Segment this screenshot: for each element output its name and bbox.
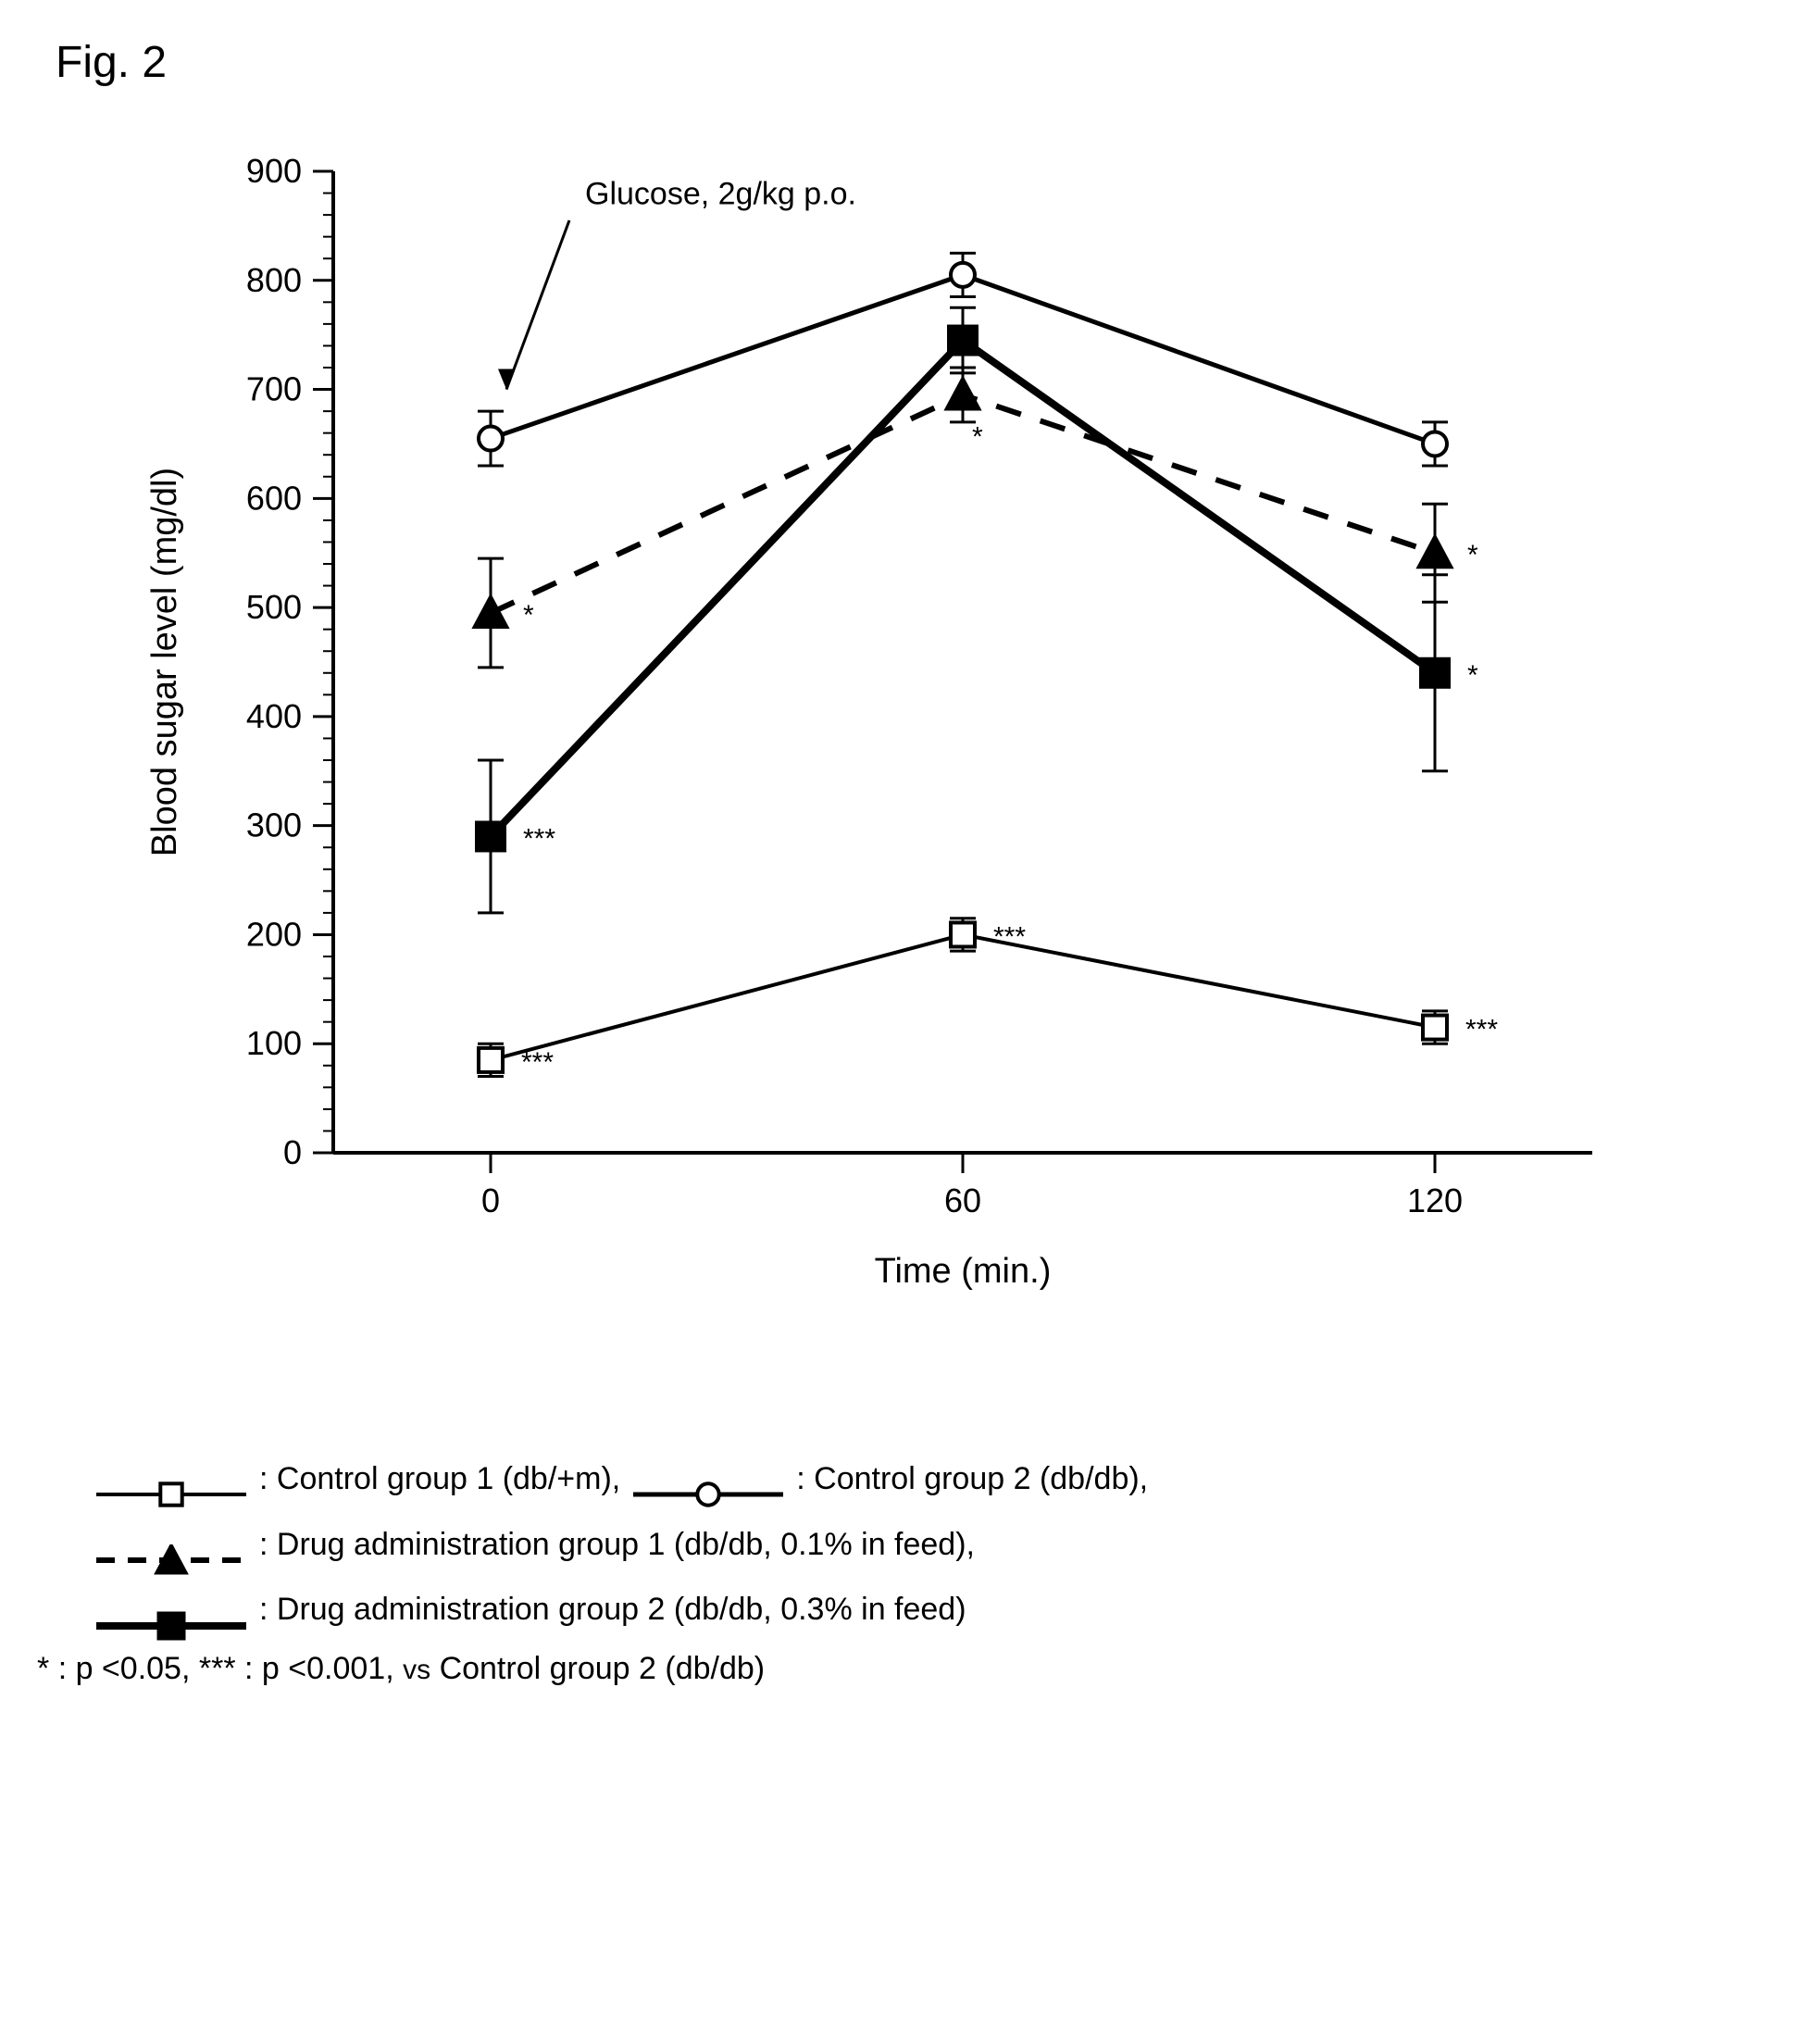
legend-row: : Control group 1 (db/+m), : Control gro… <box>93 1449 1783 1509</box>
svg-text:***: *** <box>523 823 555 854</box>
svg-text:*: * <box>523 600 534 631</box>
chart-container: 0 100 200 300 400 500 600 700 800 900 0 60 120 Time (… <box>93 116 1666 1412</box>
footnote-p05: : p <0.05, <box>58 1651 199 1686</box>
legend-swatch-control2 <box>630 1463 787 1494</box>
legend-label-drug1: : Drug administration group 1 (db/db, 0.… <box>259 1515 975 1575</box>
legend-label-control1: : Control group 1 (db/+m), <box>259 1449 620 1509</box>
footnote-p001: : p <0.001, <box>244 1651 403 1686</box>
legend-swatch-drug2 <box>93 1594 250 1625</box>
svg-text:100: 100 <box>246 1024 302 1062</box>
legend-label-drug2: : Drug administration group 2 (db/db, 0.… <box>259 1580 966 1640</box>
svg-text:60: 60 <box>944 1181 981 1219</box>
svg-text:900: 900 <box>246 152 302 190</box>
svg-text:700: 700 <box>246 370 302 408</box>
footnote-star1: * <box>37 1651 49 1686</box>
legend-row: : Drug administration group 2 (db/db, 0.… <box>93 1580 1783 1640</box>
legend-label-control2: : Control group 2 (db/db), <box>796 1449 1148 1509</box>
svg-text:0: 0 <box>283 1133 302 1171</box>
footnote-vs: vs <box>403 1655 430 1685</box>
legend: : Control group 1 (db/+m), : Control gro… <box>93 1449 1783 1640</box>
svg-text:800: 800 <box>246 261 302 299</box>
svg-text:200: 200 <box>246 915 302 953</box>
footnote-star3: *** <box>199 1651 236 1686</box>
svg-text:400: 400 <box>246 697 302 735</box>
svg-text:300: 300 <box>246 806 302 844</box>
svg-text:*: * <box>972 421 983 452</box>
svg-text:***: *** <box>993 921 1026 952</box>
svg-text:Blood sugar level (mg/dl): Blood sugar level (mg/dl) <box>145 468 184 856</box>
svg-text:0: 0 <box>481 1181 500 1219</box>
svg-text:Glucose, 2g/kg p.o.: Glucose, 2g/kg p.o. <box>585 176 856 211</box>
svg-text:*: * <box>1467 540 1478 570</box>
line-chart: 0 100 200 300 400 500 600 700 800 900 0 60 120 Time (… <box>93 116 1666 1412</box>
svg-text:***: *** <box>1465 1015 1498 1045</box>
significance-footnote: * : p <0.05, *** : p <0.001, vs Control … <box>37 1651 1783 1687</box>
footnote-tail: Control group 2 (db/db) <box>440 1651 766 1686</box>
svg-text:***: *** <box>521 1047 554 1078</box>
svg-text:500: 500 <box>246 588 302 626</box>
legend-swatch-control1 <box>93 1463 250 1494</box>
svg-text:600: 600 <box>246 479 302 517</box>
svg-text:120: 120 <box>1407 1181 1463 1219</box>
legend-row: : Drug administration group 1 (db/db, 0.… <box>93 1515 1783 1575</box>
figure-label: Fig. 2 <box>56 37 1783 88</box>
svg-text:Time (min.): Time (min.) <box>875 1252 1052 1291</box>
legend-swatch-drug1 <box>93 1529 250 1560</box>
svg-text:*: * <box>1467 660 1478 691</box>
